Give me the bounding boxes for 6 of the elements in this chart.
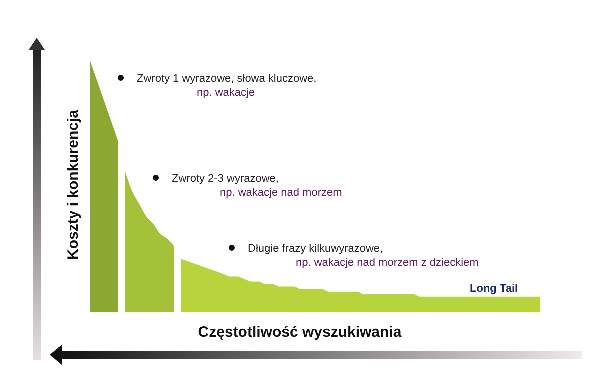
x-axis-title: Częstotliwość wyszukiwania	[198, 324, 402, 341]
annotation: Zwroty 2-3 wyrazowe, np. wakacje nad morzem	[172, 173, 342, 199]
annotation: Długie frazy kilkuwyrazowe, np. wakacje nad morzem z dzieckiem	[248, 243, 479, 269]
annotation: Long Tail	[470, 283, 518, 295]
annotation: Zwroty 1 wyrazowe, słowa kluczowe, np. wakacje	[137, 73, 317, 99]
y-axis-title: Koszty i konkurencja	[65, 109, 82, 260]
